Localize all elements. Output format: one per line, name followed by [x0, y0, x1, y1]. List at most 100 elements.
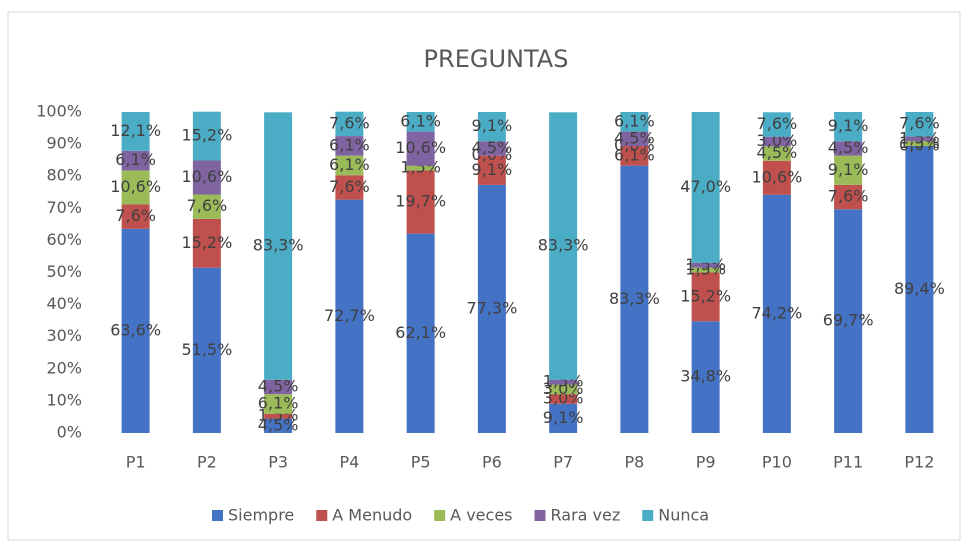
bar-segment	[762, 146, 791, 161]
bar-segment	[406, 233, 435, 433]
bar-segment	[477, 155, 506, 185]
data-label: 4,5%	[757, 143, 798, 162]
data-label: 6,1%	[258, 393, 299, 412]
y-tick-label: 100%	[36, 102, 82, 121]
bar-segment	[335, 175, 364, 200]
data-label: 72,7%	[324, 306, 375, 325]
bar-segment	[762, 194, 791, 433]
data-label: 7,6%	[115, 206, 156, 225]
data-label: 4,5%	[258, 415, 299, 434]
bar-segment	[834, 184, 863, 210]
bar-segment	[762, 136, 791, 147]
bar-segment	[264, 413, 293, 419]
data-label: 15,2%	[181, 126, 232, 145]
bar-segment	[691, 321, 720, 433]
legend-swatch	[212, 510, 223, 521]
bar-segment	[905, 141, 934, 147]
bar-segment	[549, 384, 578, 395]
y-tick-label: 30%	[46, 326, 82, 345]
data-label: 77,3%	[466, 298, 517, 317]
x-tick-label: P7	[553, 453, 573, 472]
data-label: 6,1%	[400, 111, 441, 130]
data-label: 15,2%	[181, 233, 232, 252]
x-tick-label: P5	[411, 453, 431, 472]
data-label: 9,1%	[828, 160, 869, 179]
data-label: 7,6%	[329, 177, 370, 196]
x-tick-label: P11	[833, 453, 863, 472]
data-label: 6,1%	[614, 111, 655, 130]
data-label: 7,6%	[757, 114, 798, 133]
data-label: 15,2%	[680, 286, 731, 305]
legend-label: Rara vez	[551, 506, 621, 525]
bar-segment	[549, 112, 578, 380]
legend-swatch	[642, 510, 654, 521]
bar-segment	[549, 394, 578, 404]
data-label: 12,1%	[110, 121, 161, 140]
bar-segment	[691, 262, 720, 268]
bar-segment	[121, 170, 150, 205]
data-label: 4,5%	[828, 138, 869, 157]
data-label: 51,5%	[181, 340, 232, 359]
bar-segment	[762, 112, 791, 137]
bar-segment	[192, 194, 221, 219]
x-tick-label: P9	[696, 453, 716, 472]
bar-segment	[335, 199, 364, 433]
data-label: 47,0%	[680, 177, 731, 196]
bar-segment	[192, 160, 221, 195]
x-tick-label: P10	[762, 453, 792, 472]
legend-label: A veces	[450, 506, 512, 525]
data-label: 4,5%	[614, 128, 655, 147]
bar-segment	[335, 111, 364, 137]
data-label: 4,5%	[258, 376, 299, 395]
legend-label: Nunca	[658, 506, 709, 525]
bar-segment	[477, 112, 506, 142]
bar-segment	[691, 267, 720, 273]
data-label: 4,5%	[472, 138, 513, 157]
bar-segment	[335, 136, 364, 156]
bar-segment	[406, 112, 435, 132]
bar-segment	[264, 418, 293, 433]
bar-segment	[691, 112, 720, 263]
y-tick-label: 90%	[46, 134, 82, 153]
bar-segment	[192, 111, 221, 161]
bar-segment	[691, 272, 720, 322]
data-label: 9,1%	[472, 116, 513, 135]
data-label: 69,7%	[823, 311, 874, 330]
data-label: 89,4%	[894, 279, 945, 298]
bar-segment	[121, 112, 150, 151]
bar-segment	[834, 209, 863, 433]
data-label: 83,3%	[253, 236, 304, 255]
x-tick-label: P1	[126, 453, 146, 472]
bar-segment	[406, 165, 435, 171]
data-label: 9,1%	[543, 408, 584, 427]
bar-segment	[477, 141, 506, 156]
bar-segment	[121, 204, 150, 229]
data-label: 7,6%	[329, 113, 370, 132]
bar-segment	[477, 184, 506, 433]
data-label: 7,6%	[187, 196, 228, 215]
bar-segment	[905, 112, 934, 137]
bar-segment	[620, 112, 649, 132]
x-tick-label: P12	[904, 453, 934, 472]
legend-label: A Menudo	[332, 506, 412, 525]
data-label: 10,6%	[751, 167, 802, 186]
data-label: 9,1%	[472, 160, 513, 179]
bar-segment	[121, 228, 150, 433]
x-tick-label: P4	[339, 453, 359, 472]
x-tick-label: P2	[197, 453, 217, 472]
data-label: 10,6%	[395, 138, 446, 157]
bar-segment	[834, 112, 863, 142]
bar-segment	[192, 218, 221, 268]
chart-title: PREGUNTAS	[424, 45, 569, 73]
data-label: 83,3%	[538, 236, 589, 255]
bar-segment	[549, 403, 578, 433]
bar-segment	[762, 160, 791, 195]
legend-swatch	[534, 510, 546, 521]
data-label: 74,2%	[751, 303, 802, 322]
data-label: 19,7%	[395, 192, 446, 211]
x-tick-label: P8	[624, 453, 644, 472]
data-label: 9,1%	[828, 116, 869, 135]
data-label: 7,6%	[899, 114, 940, 133]
legend-swatch	[434, 510, 446, 521]
data-label: 10,6%	[181, 167, 232, 186]
